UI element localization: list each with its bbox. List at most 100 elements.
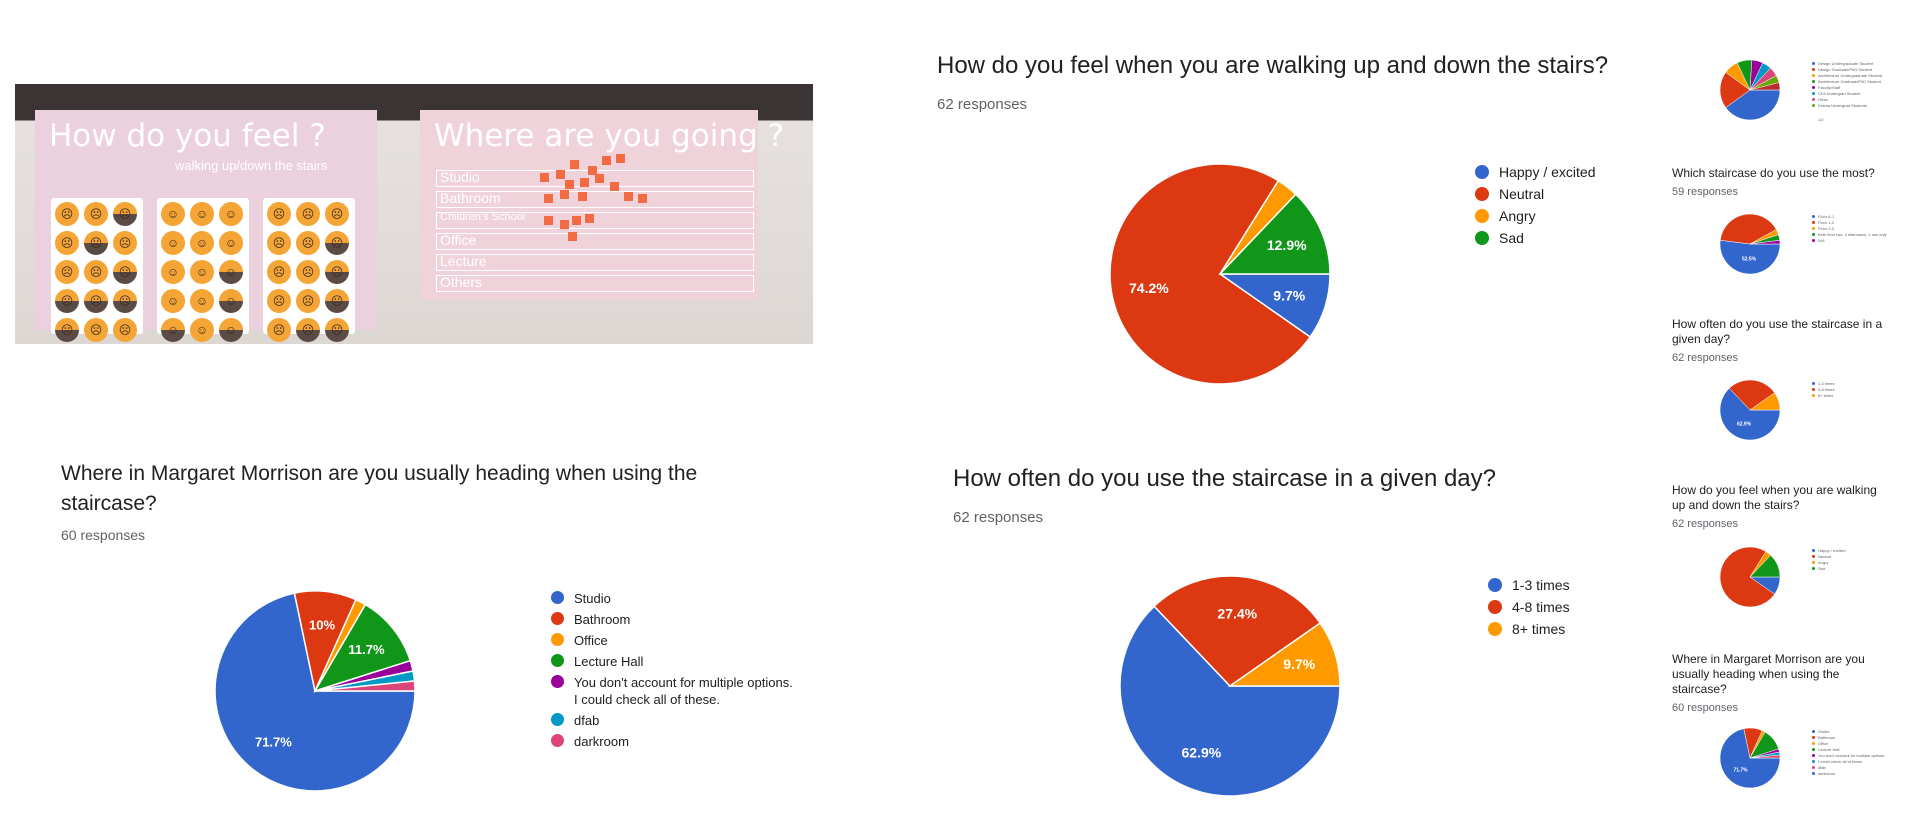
legend-label: Neutral bbox=[1499, 186, 1545, 202]
legend-swatch bbox=[1475, 187, 1489, 201]
thumbnail-legend-swatch bbox=[1812, 765, 1815, 769]
thumbnail-legend-swatch bbox=[1812, 61, 1815, 65]
legend-swatch bbox=[1488, 578, 1502, 592]
sticky-note bbox=[572, 216, 581, 225]
legend-label: Happy / excited bbox=[1499, 164, 1596, 180]
thumbnail-legend-label: Angry bbox=[1818, 559, 1829, 565]
pie-slice bbox=[314, 680, 416, 692]
emoji-sticker-icon: ☺ bbox=[161, 202, 185, 226]
emoji-sticker-icon: ☺ bbox=[161, 318, 185, 342]
destination-row-label: Others bbox=[440, 274, 483, 290]
thumbnail-title: Where in Margaret Morrison are you usual… bbox=[1672, 652, 1865, 696]
destination-row-label: Children's School bbox=[440, 211, 526, 223]
emoji-sticker-icon: ☺ bbox=[219, 318, 243, 342]
thumbnail-legend-label: N/A bbox=[1818, 237, 1825, 243]
happy-faces: ☺ ☺ ☺ ☺ ☺ ☺ ☺ ☺ ☺ ☺ ☺ ☺ ☺ ☺ ☺ bbox=[161, 202, 243, 342]
legend-swatch bbox=[551, 675, 564, 688]
emoji-sticker-icon: ☺ bbox=[190, 202, 214, 226]
angry-faces: ☹ ☹ ☹ ☹ ☹ ☹ ☹ ☹ ☹ ☹ ☹ ☹ ☹ ☹ ☹ bbox=[55, 202, 137, 342]
emoji-sticker-icon: ☹ bbox=[325, 260, 349, 284]
destination-row-label: Lecture bbox=[440, 253, 487, 269]
destination-row: Office bbox=[436, 232, 754, 250]
thumbnail-legend-swatch bbox=[1812, 554, 1815, 558]
thumbnail-legend-item: CFA Undergrad Student bbox=[1812, 90, 1882, 96]
thumbnail-legend-item: Angry bbox=[1812, 559, 1846, 565]
emoji-sticker-icon: ☹ bbox=[113, 318, 137, 342]
legend-swatch bbox=[1488, 622, 1502, 636]
heading-chart-legend: Studio Bathroom Office Lecture Hall You … bbox=[551, 590, 821, 754]
pie-slice bbox=[1719, 546, 1775, 608]
heading-chart-title-line: Where in Margaret Morrison are you usual… bbox=[61, 462, 698, 485]
emoji-sticker-icon: ☹ bbox=[84, 289, 108, 313]
thumbnail-legend-swatch bbox=[1812, 73, 1815, 77]
thumbnail-legend-label: Other bbox=[1818, 96, 1829, 102]
emoji-sticker-icon: ☺ bbox=[219, 231, 243, 255]
survey-photo: How do you feel ? walking up/down the st… bbox=[15, 84, 813, 344]
legend-item: Angry bbox=[1475, 208, 1655, 225]
pie-slice bbox=[1749, 239, 1781, 245]
pie-slice-label: 9.7% bbox=[1273, 287, 1305, 303]
emoji-sticker-icon: ☹ bbox=[84, 202, 108, 226]
sticky-note bbox=[602, 156, 611, 165]
thumbnail-legend: Floor A-1 Floor 1-2 Floor 2-3 Both floor tw… bbox=[1812, 213, 1886, 243]
thumbnail-legend-swatch bbox=[1812, 103, 1815, 107]
pie-slice bbox=[1749, 554, 1781, 578]
thumbnail-pie-chart bbox=[1719, 59, 1781, 121]
thumbnail-legend-item: Studio bbox=[1812, 728, 1885, 734]
thumbnail-legend-item: Design Graduate/PhD Student bbox=[1812, 66, 1882, 72]
sticky-note bbox=[560, 190, 569, 199]
thumbnail-legend-swatch bbox=[1812, 387, 1815, 391]
legend-item: 4-8 times bbox=[1488, 599, 1628, 616]
thumbnail-pager: 1/2 bbox=[1818, 117, 1824, 122]
destination-row-label: Bathroom bbox=[440, 190, 501, 206]
thumbnail-legend-swatch bbox=[1812, 381, 1815, 385]
thumbnail-legend-label: 1-3 times bbox=[1818, 380, 1835, 386]
sticky-note bbox=[568, 232, 577, 241]
thumbnail-legend-item: Lecture Hall bbox=[1812, 746, 1885, 752]
pie-slice-label: 10% bbox=[309, 618, 335, 633]
destination-row: Others bbox=[436, 274, 754, 292]
legend-swatch bbox=[1475, 231, 1489, 245]
pie-slice-label: 27.4% bbox=[1217, 605, 1257, 621]
emoji-sticker-icon: ☺ bbox=[219, 260, 243, 284]
thumbnail-strip: Design Undergraduate Student Design Gradu… bbox=[1672, 0, 1920, 839]
sticky-note bbox=[595, 174, 604, 183]
legend-swatch bbox=[551, 734, 564, 747]
thumbnail-legend-item: dfab bbox=[1812, 764, 1885, 770]
pie-slice-label: 71.7% bbox=[255, 735, 292, 750]
thumbnail-legend-swatch bbox=[1812, 67, 1815, 71]
legend-label: 8+ times bbox=[1512, 621, 1566, 637]
thumbnail-legend-label: dfab bbox=[1818, 764, 1826, 770]
emoji-sticker-icon: ☹ bbox=[296, 289, 320, 313]
thumbnail-legend-item: I could check all of these. bbox=[1812, 758, 1885, 764]
sticky-note bbox=[638, 194, 647, 203]
sticky-note bbox=[540, 173, 549, 182]
emoji-sticker-icon: ☹ bbox=[55, 289, 79, 313]
destination-poster: Where are you going ? Studio Bathroom Ch… bbox=[420, 110, 784, 300]
thumbnail-legend-label: Floor 1-2 bbox=[1818, 219, 1835, 225]
thumbnail-legend-item: Architecture Undergraduate Student bbox=[1812, 72, 1882, 78]
emoji-sticker-icon: ☹ bbox=[325, 202, 349, 226]
emoji-sticker-icon: ☹ bbox=[325, 231, 349, 255]
legend-item: You don't account for multiple options. I… bbox=[551, 674, 821, 708]
thumbnail-legend-item: Floor 2-3 bbox=[1812, 225, 1886, 231]
thumbnail-legend-swatch bbox=[1812, 85, 1815, 89]
sticky-note bbox=[588, 166, 597, 175]
thumbnail-legend-item: 4-8 times bbox=[1812, 386, 1834, 392]
pie-slice bbox=[1119, 605, 1341, 797]
thumbnail-legend-label: I could check all of these. bbox=[1818, 758, 1863, 764]
thumbnail-title: How do you feel when you are walking up … bbox=[1672, 483, 1877, 512]
feelings-poster: How do you feel ? walking up/down the st… bbox=[35, 110, 377, 342]
pie-slice bbox=[1749, 82, 1781, 91]
pie-slice-label: 71.7% bbox=[1733, 767, 1748, 773]
destination-poster-title: Where are you going ? bbox=[434, 118, 785, 154]
legend-swatch bbox=[1488, 600, 1502, 614]
thumbnail-legend-item: Bathroom bbox=[1812, 734, 1885, 740]
thumbnail-legend-item: Floor A-1 bbox=[1812, 213, 1886, 219]
sticky-note bbox=[578, 192, 587, 201]
thumbnail-legend-item: darkroom bbox=[1812, 770, 1885, 776]
thumbnail-legend-swatch bbox=[1812, 238, 1815, 242]
legend-label: Lecture Hall bbox=[574, 654, 644, 669]
sad-faces: ☹ ☹ ☹ ☹ ☹ ☹ ☹ ☹ ☹ ☹ ☹ ☹ ☹ ☹ ☹ bbox=[267, 202, 349, 342]
emoji-sticker-icon: ☺ bbox=[190, 289, 214, 313]
